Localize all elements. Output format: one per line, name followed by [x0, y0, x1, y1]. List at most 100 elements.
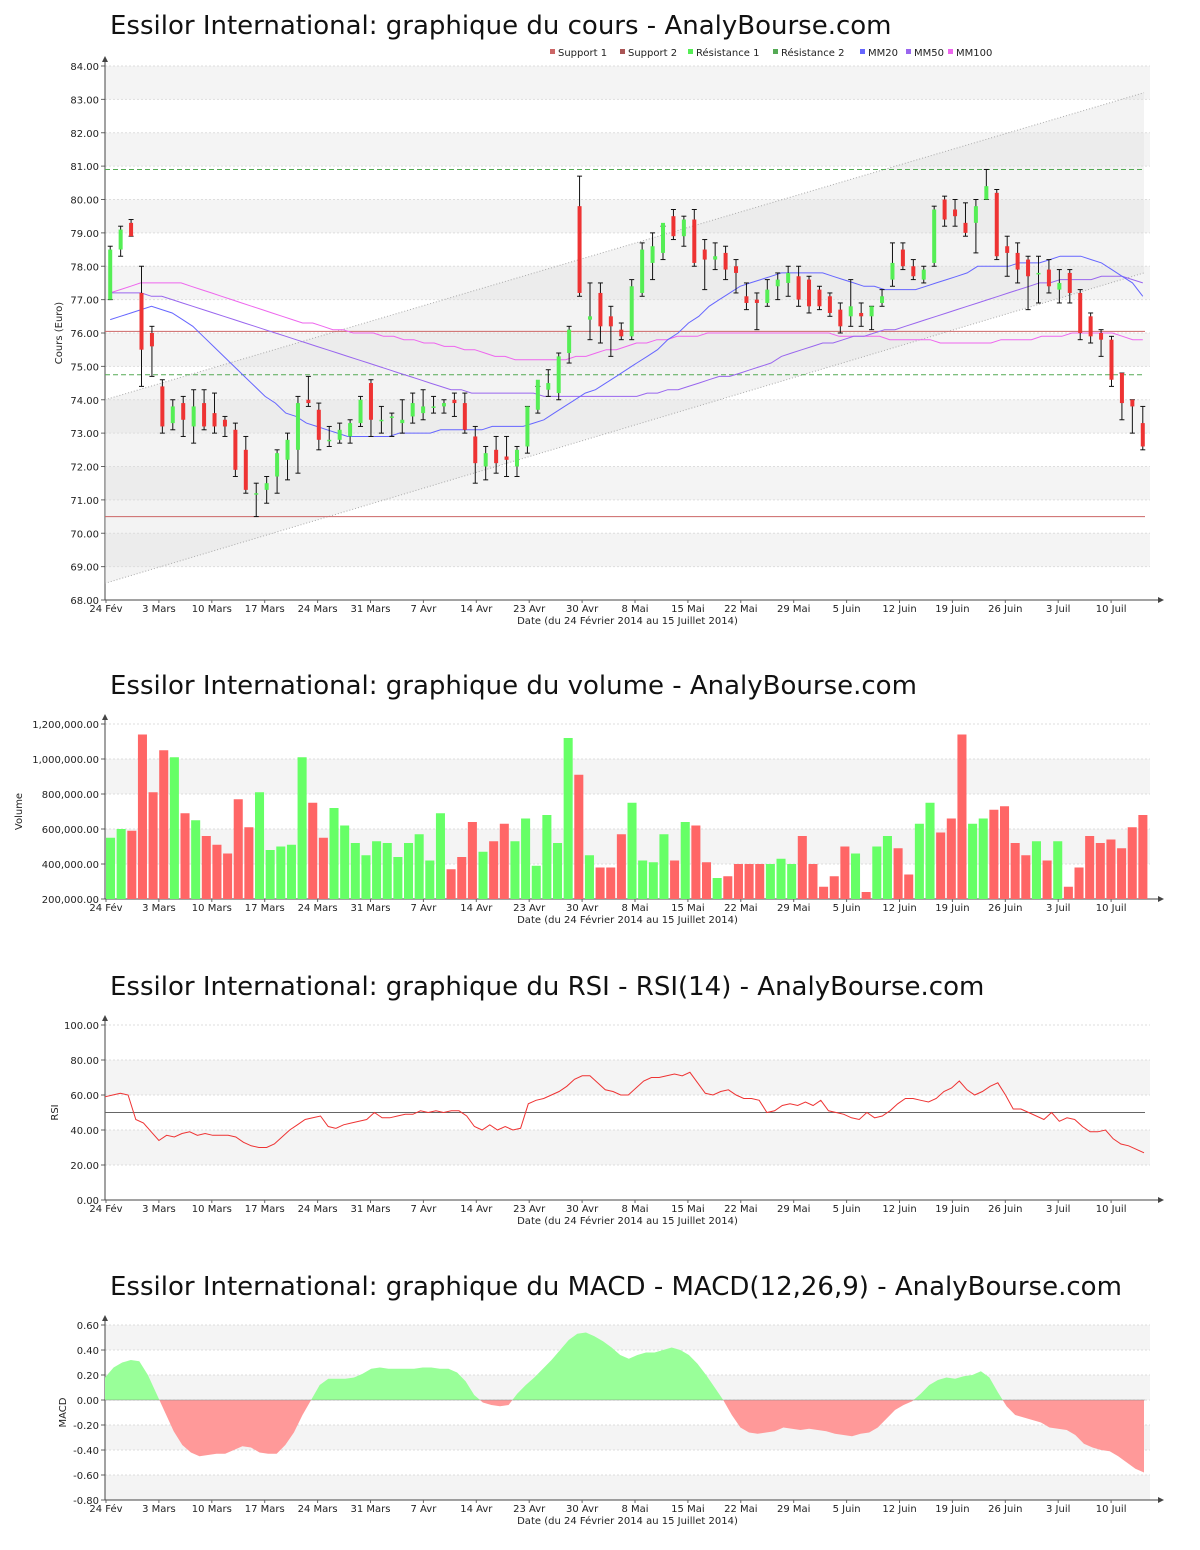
grid-band	[105, 132, 1150, 167]
x-tick-label: 24 Mars	[298, 1504, 338, 1515]
x-tick-label: 8 Mai	[621, 1204, 648, 1215]
x-tick-label: 31 Mars	[351, 903, 391, 914]
volume-bar	[659, 834, 669, 899]
y-tick-label: 70.00	[70, 529, 99, 540]
y-tick-label: 0.00	[77, 1196, 99, 1207]
volume-bar	[127, 830, 137, 899]
candle-up	[890, 262, 895, 280]
candle-up	[337, 429, 342, 440]
candle-up	[880, 296, 885, 303]
candle-down	[598, 292, 603, 327]
volume-bar	[702, 862, 712, 899]
volume-bar	[148, 792, 158, 899]
volume-bar	[989, 809, 999, 899]
x-tick-label: 14 Avr	[460, 903, 493, 914]
y-tick-label: 0.20	[77, 1371, 99, 1382]
candle-up	[327, 439, 332, 442]
y-tick-label: 40.00	[70, 1126, 99, 1137]
x-tick-label: 12 Juin	[882, 903, 916, 914]
x-tick-label: 24 Mars	[298, 604, 338, 615]
y-tick-label: 83.00	[70, 95, 99, 106]
y-tick-label: 0.60	[77, 1321, 99, 1332]
grid-band	[105, 66, 1150, 100]
x-tick-label: 30 Avr	[566, 903, 599, 914]
y-axis-arrow	[102, 1015, 108, 1021]
volume-bar	[106, 837, 116, 899]
x-tick-label: 10 Juil	[1096, 1204, 1127, 1215]
y-axis-arrow	[102, 714, 108, 720]
candle-down	[1088, 316, 1093, 337]
y-tick-label: 69.00	[70, 563, 99, 574]
y-tick-label: 74.00	[70, 396, 99, 407]
candle-down	[243, 449, 248, 490]
volume-bar	[1053, 841, 1063, 899]
volume-bar	[840, 846, 850, 899]
x-axis-label: Date (du 24 Février 2014 au 15 Juillet 2…	[517, 1215, 738, 1227]
volume-bar	[1106, 839, 1116, 899]
x-tick-label: 22 Mai	[724, 903, 757, 914]
volume-bar	[297, 757, 307, 899]
x-axis-arrow	[1158, 1497, 1164, 1503]
volume-bar	[946, 818, 956, 899]
y-tick-label: 0.00	[77, 1396, 99, 1407]
volume-bar	[1117, 848, 1127, 899]
volume-bar	[638, 860, 648, 899]
x-tick-label: 5 Juin	[833, 1504, 861, 1515]
candle-up	[410, 403, 415, 417]
y-tick-label: 81.00	[70, 162, 99, 173]
y-tick-label: 79.00	[70, 229, 99, 240]
mm20-line	[110, 255, 1144, 437]
y-tick-label: 78.00	[70, 262, 99, 273]
volume-bar	[180, 813, 190, 899]
volume-bar	[361, 855, 371, 899]
volume-bar	[733, 864, 743, 899]
x-tick-label: 26 Juin	[988, 903, 1022, 914]
candle-down	[859, 312, 864, 317]
volume-bar	[1127, 827, 1137, 899]
volume-bar	[787, 864, 797, 899]
x-tick-label: 26 Juin	[988, 1204, 1022, 1215]
grid-band	[105, 533, 1150, 567]
candle-up	[681, 219, 686, 237]
x-tick-label: 7 Avr	[410, 903, 437, 914]
x-tick-label: 31 Mars	[351, 1504, 391, 1515]
candle-up	[108, 249, 113, 300]
macd-area-negative	[159, 1400, 312, 1457]
volume-bar	[712, 878, 722, 899]
candle-up	[431, 406, 436, 408]
candle-down	[306, 399, 311, 404]
x-tick-label: 7 Avr	[410, 1204, 437, 1215]
candle-down	[473, 436, 478, 464]
candle-down	[911, 266, 916, 277]
legend-label: Résistance 2	[781, 47, 844, 59]
legend-swatch	[948, 49, 953, 54]
candle-up	[629, 286, 634, 337]
legend-label: Résistance 1	[696, 47, 759, 59]
x-tick-label: 3 Mars	[142, 1504, 176, 1515]
candle-down	[754, 299, 759, 303]
volume-bar	[819, 886, 829, 899]
volume-bar	[457, 857, 467, 899]
volume-bar	[1010, 843, 1020, 899]
x-tick-label: 14 Avr	[460, 604, 493, 615]
volume-bar	[1085, 836, 1095, 899]
volume-bar	[233, 799, 243, 899]
candle-up	[525, 406, 530, 447]
candle-up	[775, 279, 780, 287]
candle-down	[494, 449, 499, 464]
volume-bar	[595, 867, 605, 899]
x-tick-label: 12 Juin	[882, 1204, 916, 1215]
candle-down	[233, 429, 238, 470]
candle-up	[1057, 282, 1062, 290]
y-tick-label: 1,200,000.00	[32, 720, 99, 731]
candle-down	[222, 419, 227, 427]
rsi-line	[104, 1071, 1145, 1154]
legend-swatch	[620, 49, 625, 54]
candle-down	[1046, 269, 1051, 287]
volume-bar	[265, 850, 275, 899]
mm100-line	[110, 282, 1143, 361]
grid-band	[105, 466, 1150, 500]
candle-up	[546, 383, 551, 390]
candle-up	[421, 406, 426, 414]
x-tick-label: 10 Mars	[192, 903, 232, 914]
